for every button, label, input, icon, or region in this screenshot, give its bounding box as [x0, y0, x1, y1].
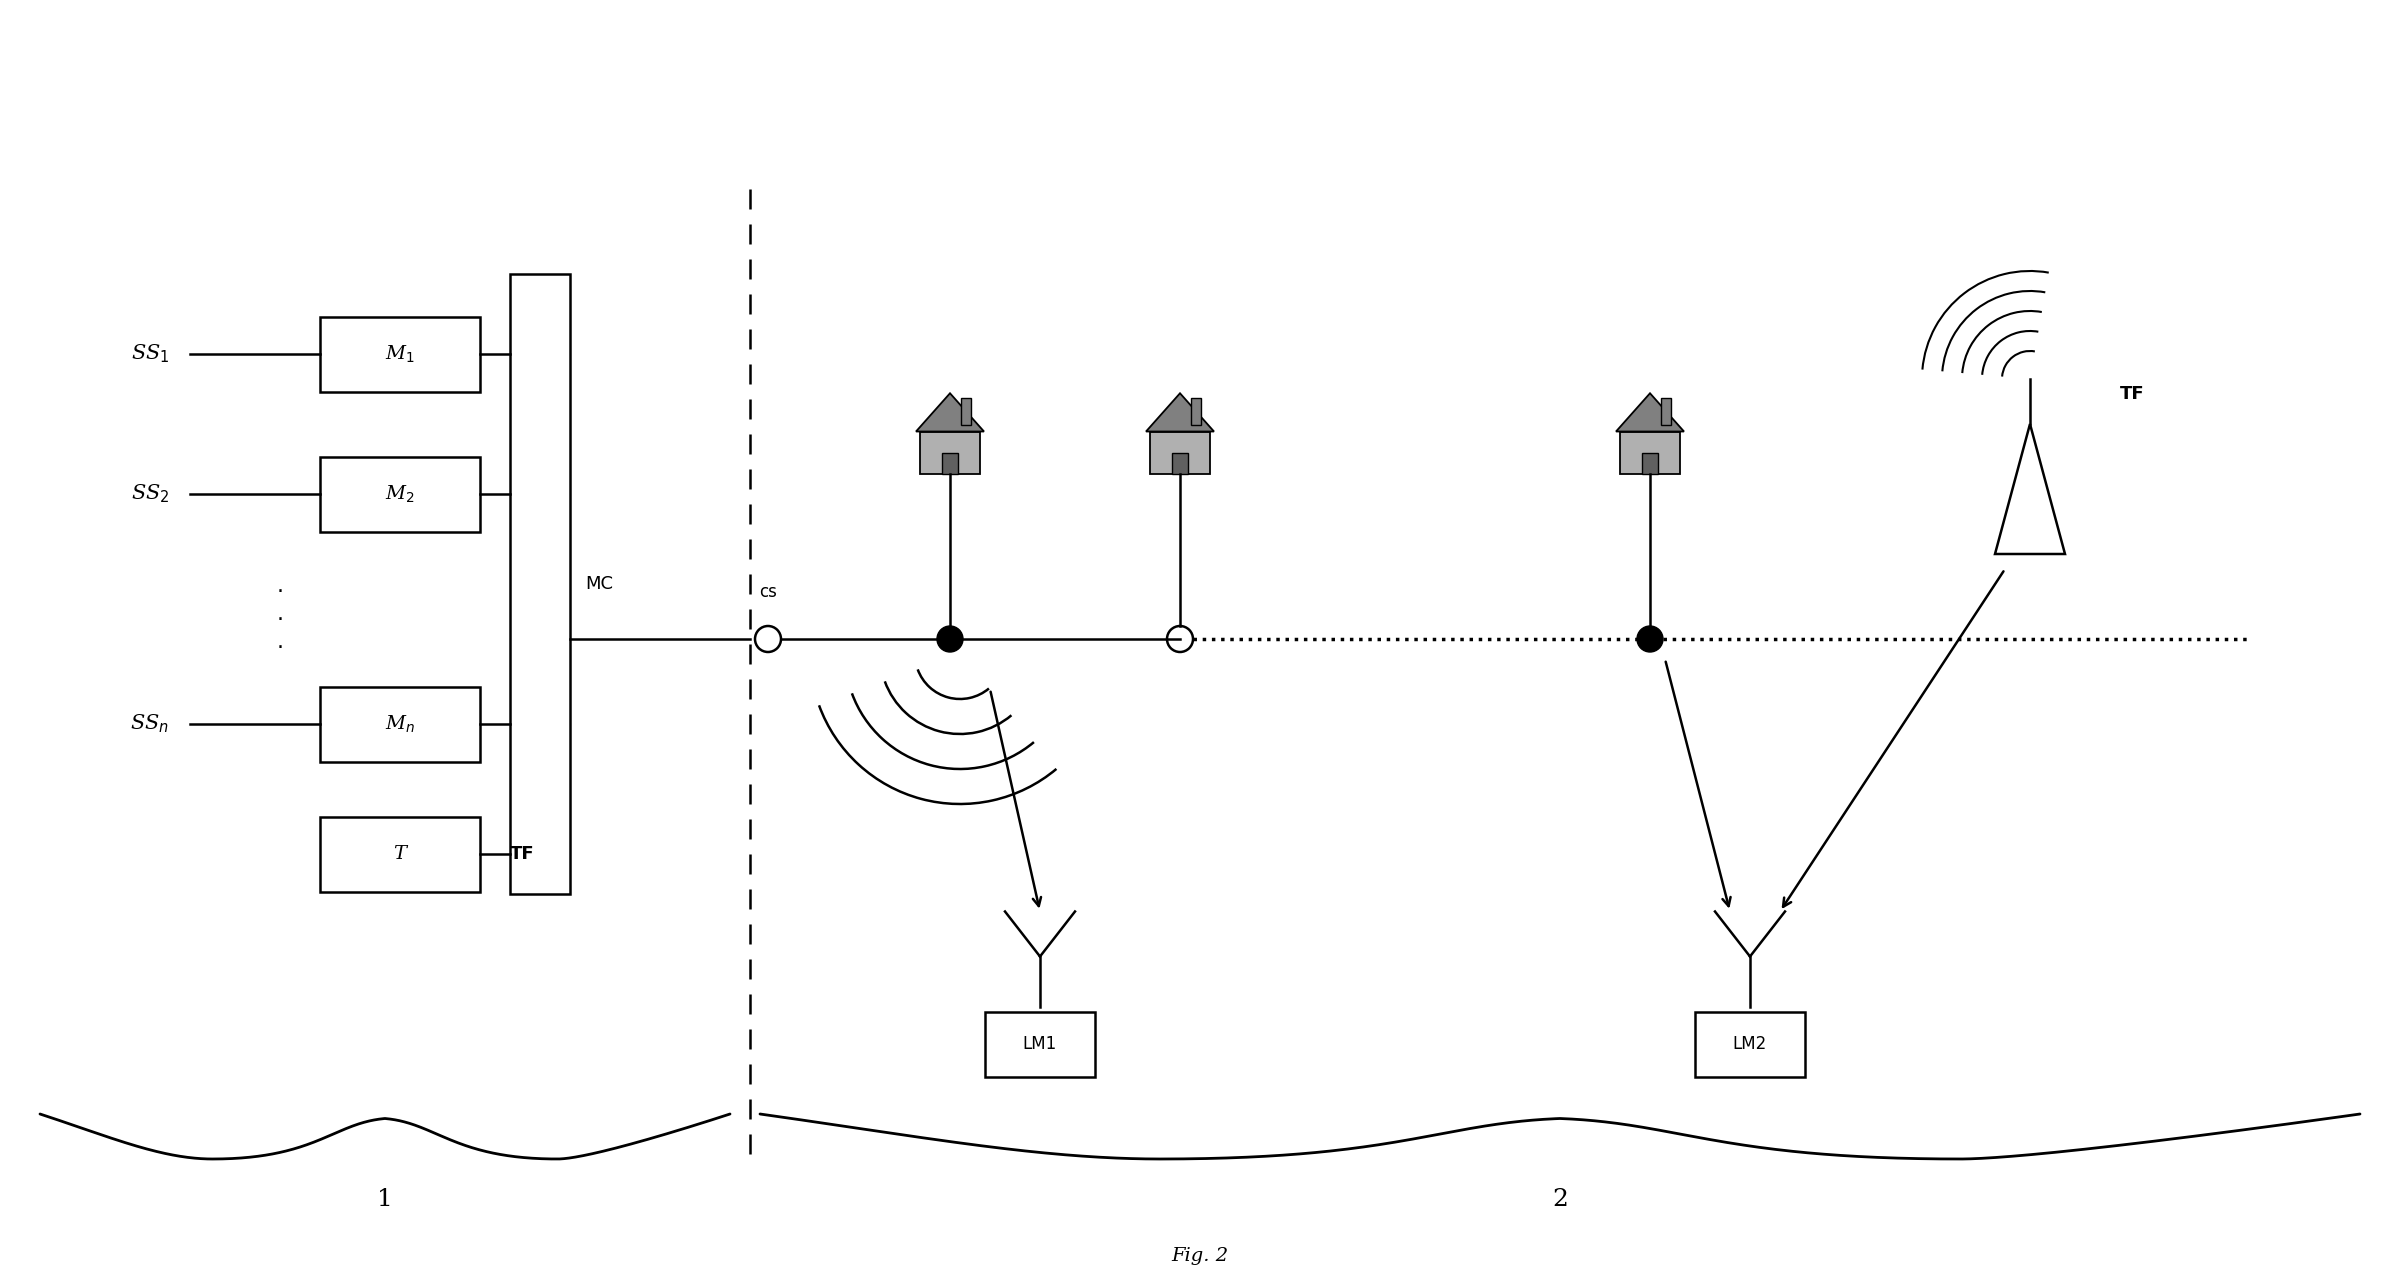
- Text: SS$_1$: SS$_1$: [130, 343, 168, 366]
- Bar: [320, 456, 481, 531]
- Bar: [1695, 1012, 1805, 1077]
- Bar: [1190, 397, 1202, 424]
- Bar: [1661, 397, 1671, 424]
- Text: T: T: [394, 845, 406, 862]
- Text: SS$_2$: SS$_2$: [130, 483, 168, 506]
- Bar: [986, 1012, 1094, 1077]
- Bar: [962, 397, 971, 424]
- Bar: [320, 817, 481, 892]
- Text: 1: 1: [377, 1187, 392, 1210]
- Bar: [1620, 432, 1680, 474]
- Circle shape: [938, 626, 964, 652]
- Bar: [510, 274, 570, 894]
- Polygon shape: [1615, 394, 1683, 432]
- Text: M$_n$: M$_n$: [385, 713, 416, 735]
- Text: M$_2$: M$_2$: [385, 483, 416, 505]
- Bar: [921, 432, 981, 474]
- Text: SS$_n$: SS$_n$: [130, 712, 171, 735]
- Text: LM2: LM2: [1733, 1034, 1767, 1054]
- Polygon shape: [1147, 394, 1214, 432]
- Bar: [320, 687, 481, 762]
- Text: .
.
.: . . .: [276, 576, 284, 652]
- Bar: [942, 452, 957, 474]
- Bar: [320, 316, 481, 391]
- Bar: [1642, 452, 1659, 474]
- Polygon shape: [1995, 424, 2065, 554]
- Text: TF: TF: [2120, 385, 2144, 403]
- Polygon shape: [916, 394, 983, 432]
- Bar: [1173, 452, 1188, 474]
- Text: cs: cs: [760, 583, 776, 601]
- Text: TF: TF: [510, 845, 534, 862]
- Circle shape: [1637, 626, 1664, 652]
- Text: 2: 2: [1553, 1187, 1567, 1210]
- Text: Fig. 2: Fig. 2: [1171, 1247, 1228, 1265]
- Text: LM1: LM1: [1022, 1034, 1058, 1054]
- Text: M$_1$: M$_1$: [385, 344, 416, 364]
- Text: MC: MC: [584, 575, 613, 592]
- Bar: [1149, 432, 1209, 474]
